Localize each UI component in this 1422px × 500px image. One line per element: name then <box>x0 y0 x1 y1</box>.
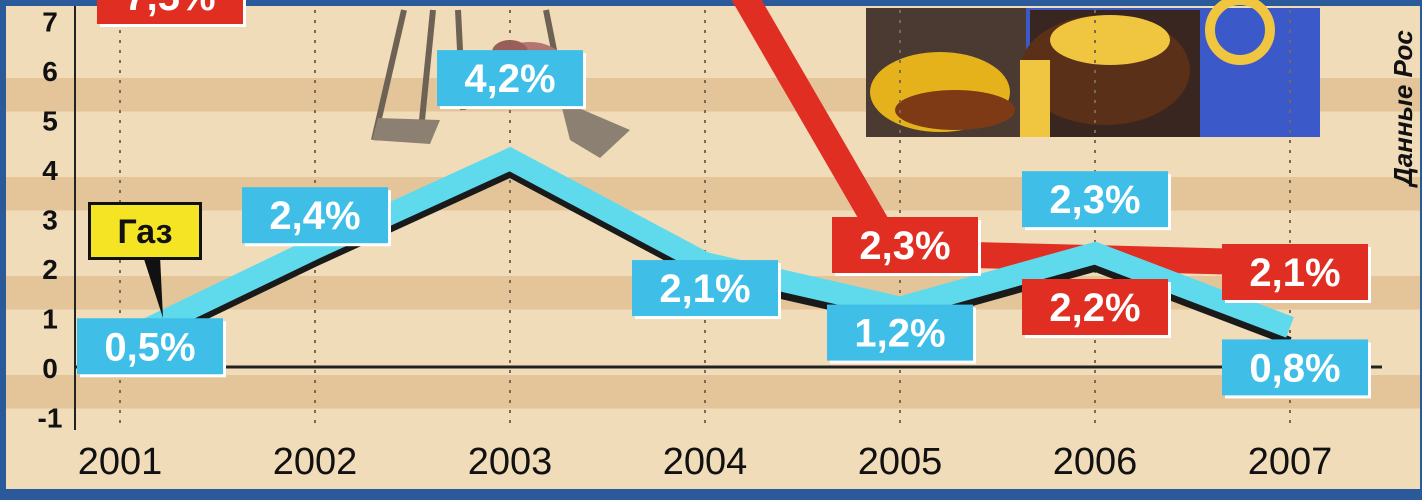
data-label-text: 4,2% <box>464 57 555 101</box>
data-label-text: 2,1% <box>1249 251 1340 295</box>
y-tick-label: 2 <box>42 254 58 285</box>
x-tick-label: 2007 <box>1248 441 1333 483</box>
data-label-text: 0,5% <box>104 325 195 369</box>
gas-valve-photo <box>866 0 1320 137</box>
data-label-gas: 0,8% <box>1222 339 1371 398</box>
data-label-gas: 4,2% <box>437 50 586 109</box>
x-tick-label: 2005 <box>858 441 943 483</box>
source-note: Данные Рос <box>1388 30 1418 188</box>
y-tick-label: 3 <box>42 205 58 236</box>
y-tick-label: 5 <box>42 106 58 137</box>
data-label-text: 0,8% <box>1249 346 1340 390</box>
x-tick-label: 2001 <box>78 441 163 483</box>
data-label-red: 2,3% <box>832 217 981 276</box>
x-tick-label: 2003 <box>468 441 553 483</box>
legend-label: Газ <box>117 213 172 251</box>
data-label-text: 1,2% <box>854 312 945 356</box>
data-label-text: 2,2% <box>1049 286 1140 330</box>
data-label-red: 2,1% <box>1222 244 1371 303</box>
y-tick-label: 7 <box>42 7 58 38</box>
data-label-red: 2,2% <box>1022 279 1171 338</box>
y-tick-label: 4 <box>42 155 58 186</box>
data-label-gas: 2,4% <box>242 187 391 246</box>
y-tick-label: -1 <box>38 403 63 434</box>
data-label-gas: 0,5% <box>77 318 226 377</box>
data-label-gas: 1,2% <box>827 305 976 364</box>
grid-band <box>6 375 1420 409</box>
data-label-gas: 2,1% <box>632 260 781 319</box>
data-label-gas: 2,3% <box>1022 171 1171 230</box>
data-label-text: 2,3% <box>859 224 950 268</box>
grid-band <box>6 177 1420 211</box>
data-label-red: 7,5% <box>97 0 246 27</box>
y-tick-label: 0 <box>42 353 58 384</box>
x-tick-label: 2004 <box>663 441 748 483</box>
x-tick-label: 2002 <box>273 441 358 483</box>
y-tick-label: 6 <box>42 56 58 87</box>
data-label-text: 2,3% <box>1049 178 1140 222</box>
x-tick-label: 2006 <box>1053 441 1138 483</box>
data-label-text: 7,5% <box>124 0 215 19</box>
data-label-text: 2,4% <box>269 194 360 238</box>
data-label-text: 2,1% <box>659 267 750 311</box>
y-tick-label: 1 <box>42 304 58 335</box>
